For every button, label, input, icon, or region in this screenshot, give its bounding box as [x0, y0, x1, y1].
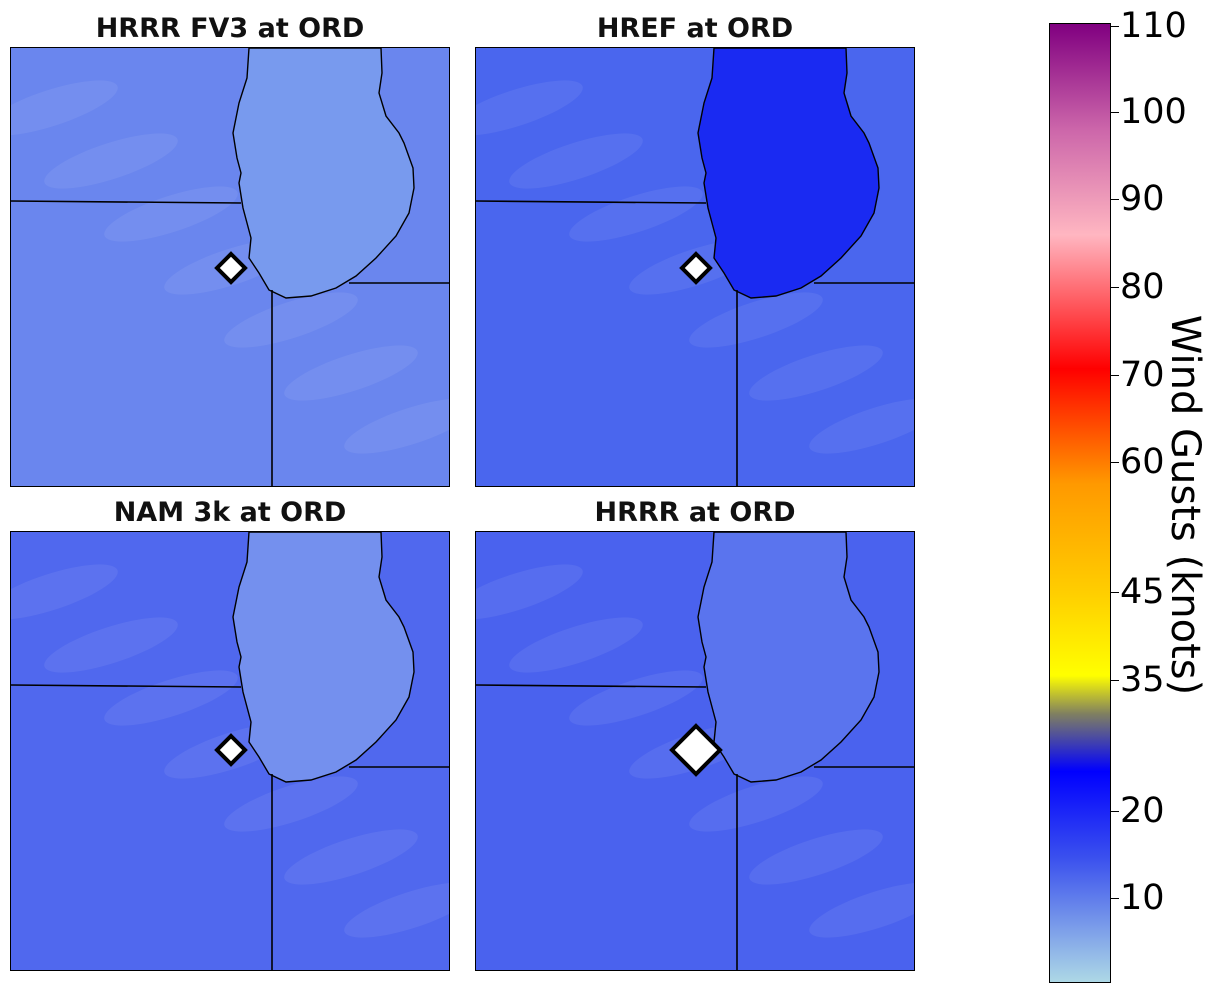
map-panel-href	[475, 47, 915, 487]
map-panel-hrrr-fv3	[10, 47, 450, 487]
map-panel-hrrr	[475, 531, 915, 971]
colorbar-tick	[1111, 199, 1119, 200]
panel-title-href: HREF at ORD	[475, 14, 915, 44]
colorbar-tick	[1111, 462, 1119, 463]
colorbar-tick	[1111, 287, 1119, 288]
colorbar-tick-label: 20	[1120, 793, 1165, 829]
panel-title-hrrr: HRRR at ORD	[475, 498, 915, 528]
map-svg	[476, 532, 915, 971]
panel-title-nam-3k: NAM 3k at ORD	[10, 498, 450, 528]
map-panel-nam-3k	[10, 531, 450, 971]
panel-title-hrrr-fv3: HRRR FV3 at ORD	[10, 14, 450, 44]
colorbar-tick-label: 10	[1120, 880, 1165, 916]
colorbar-tick	[1111, 811, 1119, 812]
colorbar-tick-label: 60	[1120, 444, 1165, 480]
colorbar-tick-label: 45	[1120, 574, 1165, 610]
colorbar-tick	[1111, 26, 1119, 27]
map-svg	[476, 48, 915, 487]
colorbar-tick	[1111, 898, 1119, 899]
colorbar-tick	[1111, 680, 1119, 681]
colorbar	[1049, 23, 1111, 983]
colorbar-tick-label: 90	[1120, 181, 1165, 217]
map-svg	[11, 532, 450, 971]
colorbar-tick-label: 100	[1120, 94, 1187, 130]
colorbar-tick	[1111, 592, 1119, 593]
colorbar-label: Wind Gusts (knots)	[1162, 315, 1208, 695]
colorbar-tick-label: 110	[1120, 8, 1187, 44]
colorbar-tick	[1111, 375, 1119, 376]
colorbar-tick-label: 80	[1120, 269, 1165, 305]
colorbar-tick-label: 35	[1120, 662, 1165, 698]
colorbar-tick-label: 70	[1120, 357, 1165, 393]
colorbar-tick	[1111, 112, 1119, 113]
map-svg	[11, 48, 450, 487]
